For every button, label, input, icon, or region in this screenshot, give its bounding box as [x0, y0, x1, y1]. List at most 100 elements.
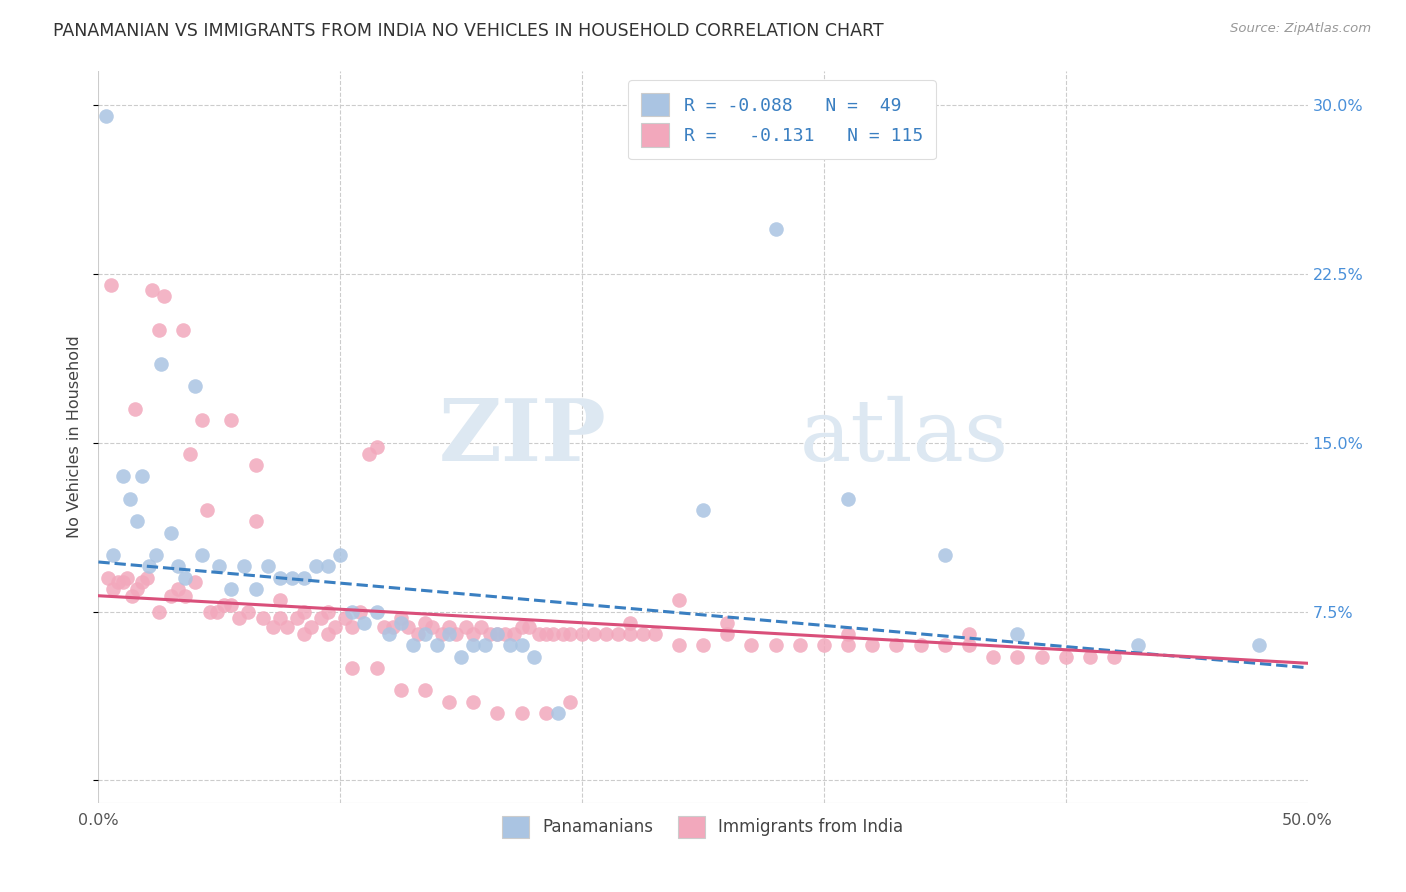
- Point: [541, 627, 564, 641]
- Text: Source: ZipAtlas.com: Source: ZipAtlas.com: [1230, 22, 1371, 36]
- Point: [276, 620, 298, 634]
- Point: [668, 593, 690, 607]
- Point: [342, 605, 364, 619]
- Point: [406, 627, 429, 641]
- Point: [583, 627, 606, 641]
- Point: [837, 491, 859, 506]
- Point: [285, 611, 308, 625]
- Point: [1249, 638, 1271, 652]
- Point: [1007, 649, 1029, 664]
- Point: [111, 469, 134, 483]
- Point: [342, 661, 364, 675]
- Point: [437, 620, 460, 634]
- Point: [389, 683, 412, 698]
- Point: [292, 605, 315, 619]
- Point: [107, 575, 129, 590]
- Point: [221, 598, 243, 612]
- Point: [527, 627, 550, 641]
- Point: [174, 571, 197, 585]
- Point: [366, 605, 388, 619]
- Point: [269, 593, 291, 607]
- Point: [167, 582, 190, 596]
- Point: [145, 548, 167, 562]
- Point: [619, 627, 641, 641]
- Point: [420, 620, 443, 634]
- Point: [619, 615, 641, 630]
- Point: [413, 627, 436, 641]
- Point: [256, 559, 278, 574]
- Point: [765, 638, 787, 652]
- Point: [430, 627, 453, 641]
- Point: [172, 323, 194, 337]
- Point: [121, 589, 143, 603]
- Point: [238, 605, 260, 619]
- Point: [486, 627, 509, 641]
- Point: [510, 638, 533, 652]
- Point: [595, 627, 617, 641]
- Point: [342, 620, 364, 634]
- Point: [245, 458, 267, 473]
- Point: [316, 605, 339, 619]
- Point: [486, 627, 509, 641]
- Point: [837, 627, 859, 641]
- Point: [245, 515, 267, 529]
- Point: [474, 638, 496, 652]
- Point: [789, 638, 811, 652]
- Point: [118, 491, 141, 506]
- Point: [377, 627, 399, 641]
- Point: [558, 694, 581, 708]
- Point: [551, 627, 574, 641]
- Point: [228, 611, 250, 625]
- Point: [740, 638, 762, 652]
- Point: [382, 620, 405, 634]
- Point: [174, 589, 197, 603]
- Point: [813, 638, 835, 652]
- Point: [470, 620, 492, 634]
- Point: [191, 413, 214, 427]
- Point: [333, 611, 356, 625]
- Point: [934, 548, 956, 562]
- Point: [221, 413, 243, 427]
- Point: [716, 615, 738, 630]
- Point: [191, 548, 214, 562]
- Point: [160, 589, 183, 603]
- Point: [141, 283, 163, 297]
- Point: [148, 605, 170, 619]
- Point: [160, 525, 183, 540]
- Legend: Panamanians, Immigrants from India: Panamanians, Immigrants from India: [491, 805, 915, 849]
- Point: [111, 575, 134, 590]
- Point: [981, 649, 1004, 664]
- Point: [252, 611, 274, 625]
- Point: [221, 582, 243, 596]
- Point: [558, 627, 581, 641]
- Point: [934, 638, 956, 652]
- Point: [396, 620, 419, 634]
- Point: [454, 620, 477, 634]
- Point: [1031, 649, 1053, 664]
- Point: [957, 627, 980, 641]
- Point: [131, 575, 153, 590]
- Point: [212, 598, 235, 612]
- Point: [262, 620, 284, 634]
- Point: [426, 638, 449, 652]
- Point: [127, 582, 149, 596]
- Point: [534, 627, 557, 641]
- Point: [716, 627, 738, 641]
- Point: [101, 582, 124, 596]
- Point: [463, 694, 485, 708]
- Point: [305, 559, 328, 574]
- Point: [198, 605, 221, 619]
- Point: [97, 571, 120, 585]
- Point: [765, 222, 787, 236]
- Point: [184, 575, 207, 590]
- Point: [692, 638, 714, 652]
- Point: [101, 548, 124, 562]
- Point: [359, 447, 381, 461]
- Point: [195, 503, 218, 517]
- Point: [1007, 627, 1029, 641]
- Point: [124, 401, 146, 416]
- Point: [100, 278, 122, 293]
- Point: [389, 615, 412, 630]
- Point: [329, 548, 352, 562]
- Point: [498, 638, 520, 652]
